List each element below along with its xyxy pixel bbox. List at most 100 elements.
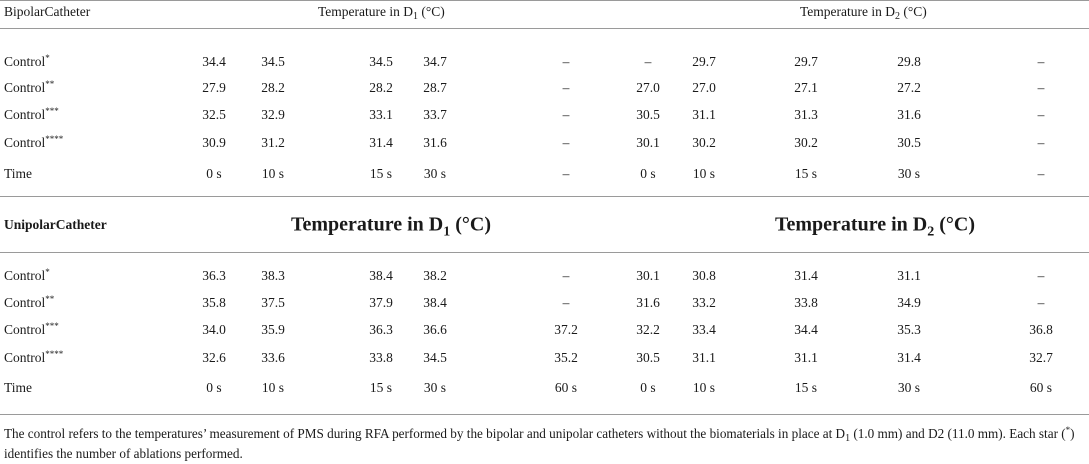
table-cell: 15 s: [794, 166, 818, 181]
table-cell: 31.4: [794, 268, 818, 283]
table-cell: 31.3: [794, 107, 818, 122]
row-label: Control****: [4, 135, 63, 151]
bipolar-d1-header: Temperature in D1 (°C): [318, 4, 445, 22]
table-cell: 33.8: [369, 350, 393, 365]
table-cell: 34.5: [261, 54, 285, 69]
row-label-stars: ****: [45, 349, 64, 359]
bipolar-table-row: Control**** 30.9 31.2 31.4 31.6 – 30.1 30.2 30.2…: [0, 131, 1089, 155]
table-cell: 38.2: [423, 268, 447, 283]
table-cell: –: [1037, 166, 1045, 181]
table-cell: 27.0: [692, 80, 716, 95]
table-cell: 36.8: [1029, 322, 1053, 337]
bipolar-d2-header: Temperature in D2 (°C): [800, 4, 927, 22]
row-label-text: Control: [4, 80, 46, 95]
table-cell: 35.8: [202, 295, 226, 310]
table-cell: 31.4: [369, 135, 393, 150]
table-cell: –: [644, 54, 652, 69]
row-label: Control**: [4, 80, 54, 96]
table-cell: 34.4: [794, 322, 818, 337]
table-cell: 35.3: [897, 322, 921, 337]
row-label-stars: ***: [45, 106, 59, 116]
table-cell: 34.4: [202, 54, 226, 69]
table-cell: 28.2: [261, 80, 285, 95]
table-cell: 31.6: [636, 295, 660, 310]
row-label-stars: *: [45, 53, 50, 63]
table-cell: 36.6: [423, 322, 447, 337]
unipolar-table-row: Control**** 32.6 33.6 33.8 34.5 35.2 30.5 31.1 3…: [0, 346, 1089, 370]
table-cell: 0 s: [206, 380, 222, 395]
row-label-text: Control: [4, 322, 46, 337]
row-label-text: Time: [4, 380, 33, 395]
table-cell: 32.7: [1029, 350, 1053, 365]
row-label-text: Control: [4, 135, 46, 150]
table-cell: 30.9: [202, 135, 226, 150]
row-label-text: Control: [4, 268, 46, 283]
table-cell: 30.1: [636, 268, 660, 283]
unipolar-table-row: Control* 36.3 38.3 38.4 38.2 – 30.1 30.8 31.4 31.…: [0, 264, 1089, 288]
bipolar-d1-header-unit: (°C): [418, 4, 445, 19]
unipolar-section-label: UnipolarCatheter: [4, 217, 107, 232]
unipolar-table-row: Control*** 34.0 35.9 36.3 36.6 37.2 32.2 33.4 34…: [0, 318, 1089, 342]
footnote-star: *: [1065, 425, 1071, 435]
table-cell: 33.1: [369, 107, 393, 122]
table-cell: 37.2: [554, 322, 578, 337]
table-cell: –: [562, 80, 570, 95]
table-cell: 31.4: [897, 350, 921, 365]
table-cell: 30.8: [692, 268, 716, 283]
bipolar-d2-header-sub: 2: [895, 11, 901, 22]
table-cell: 31.1: [692, 107, 716, 122]
table-cell: 34.0: [202, 322, 226, 337]
table-cell: 31.6: [897, 107, 921, 122]
table-cell: –: [562, 107, 570, 122]
table-cell: 28.2: [369, 80, 393, 95]
table-cell: –: [1037, 107, 1045, 122]
table-cell: –: [562, 135, 570, 150]
footnote-text-1: The control refers to the temperatures’ …: [4, 426, 846, 441]
table-cell: 28.7: [423, 80, 447, 95]
row-label: Time: [4, 166, 32, 182]
table-footnote: The control refers to the temperatures’ …: [4, 424, 1084, 464]
table-cell: 36.3: [369, 322, 393, 337]
table-cell: –: [562, 295, 570, 310]
bipolar-table-row: Control** 27.9 28.2 28.2 28.7 – 27.0 27.0 27.1 27…: [0, 76, 1089, 100]
row-label-text: Control: [4, 350, 46, 365]
row-label: Control*: [4, 268, 50, 284]
table-cell: 30 s: [423, 380, 447, 395]
table-cell: 34.7: [423, 54, 447, 69]
bipolar-table-row: Control*** 32.5 32.9 33.1 33.7 – 30.5 31.1 31.3 3…: [0, 103, 1089, 127]
table-cell: 10 s: [261, 166, 285, 181]
table-cell: 31.1: [897, 268, 921, 283]
row-label-text: Control: [4, 295, 46, 310]
row-label: Control****: [4, 350, 63, 366]
section-divider-rule: [0, 196, 1089, 197]
table-cell: 30 s: [897, 166, 921, 181]
unipolar-d1-header: Temperature in D1 (°C): [291, 213, 491, 240]
bipolar-header-rule: [0, 28, 1089, 29]
row-label-stars: *: [45, 267, 50, 277]
table-cell: –: [562, 54, 570, 69]
row-label-text: Time: [4, 166, 33, 181]
table-cell: 34.5: [369, 54, 393, 69]
unipolar-d1-header-text: Temperature in D: [291, 213, 444, 236]
unipolar-header-rule: [0, 252, 1089, 253]
table-cell: 10 s: [261, 380, 285, 395]
table-cell: 32.9: [261, 107, 285, 122]
table-cell: –: [562, 268, 570, 283]
unipolar-d2-header: Temperature in D2 (°C): [775, 214, 975, 240]
table-cell: 29.8: [897, 54, 921, 69]
table-cell: 29.7: [794, 54, 818, 69]
row-label: Control*: [4, 54, 50, 70]
table-cell: 30.2: [794, 135, 818, 150]
table-cell: 33.4: [692, 322, 716, 337]
table-cell: –: [1037, 295, 1045, 310]
table-cell: 35.9: [261, 322, 285, 337]
table-cell: 33.8: [794, 295, 818, 310]
table-cell: 32.2: [636, 322, 660, 337]
bipolar-table-row: Time 0 s 10 s 15 s 30 s – 0 s 10 s 15 s 30 s –: [0, 162, 1089, 186]
table-cell: –: [562, 166, 570, 181]
bipolar-d1-header-sub: 1: [413, 11, 419, 22]
table-cell: 27.2: [897, 80, 921, 95]
table-cell: 15 s: [369, 380, 393, 395]
table-cell: 30.2: [692, 135, 716, 150]
table-cell: 38.3: [261, 268, 285, 283]
